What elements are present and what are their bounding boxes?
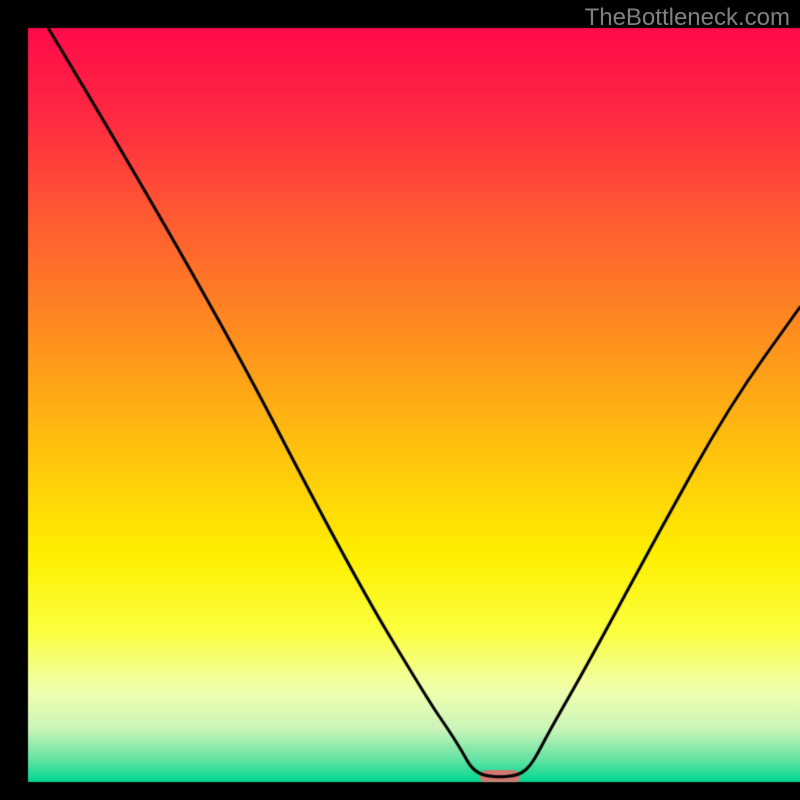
watermark-label: TheBottleneck.com xyxy=(585,4,790,32)
bottleneck-curve xyxy=(0,0,800,800)
chart-stage: TheBottleneck.com xyxy=(0,0,800,800)
